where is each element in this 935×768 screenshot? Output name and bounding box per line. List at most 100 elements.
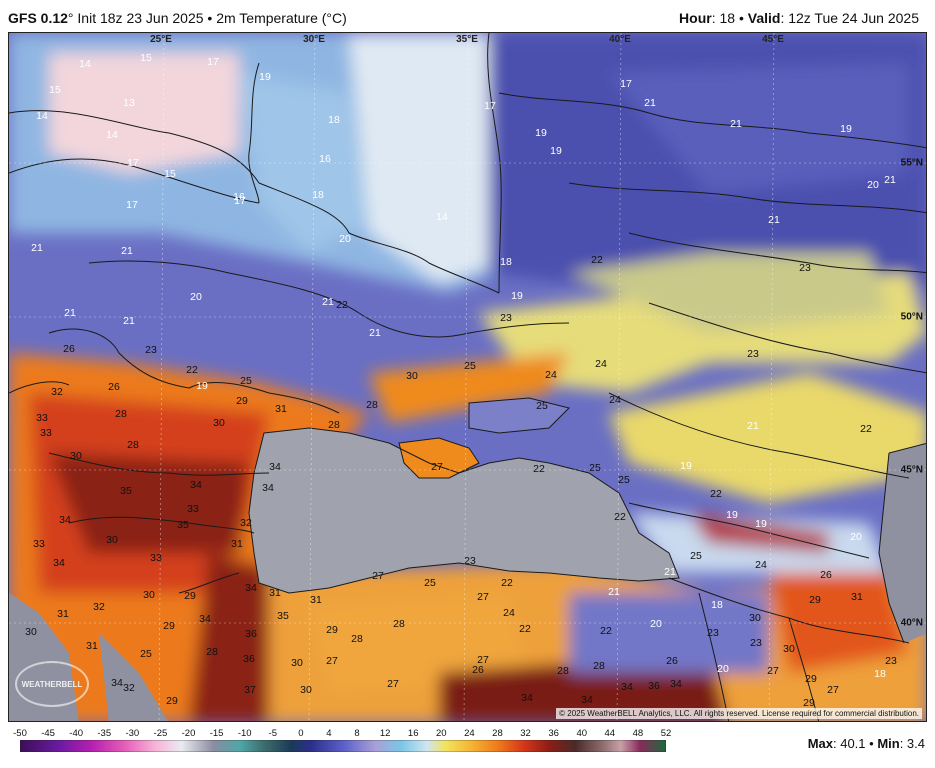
temp-label: 23 (707, 627, 719, 639)
temp-label: 23 (747, 348, 759, 360)
temp-label: 27 (326, 655, 338, 667)
temp-label: 30 (291, 657, 303, 669)
temp-label: 34 (199, 613, 211, 625)
temp-label: 22 (710, 488, 722, 500)
lon-label: 30°E (303, 34, 325, 45)
temp-label: 30 (70, 450, 82, 462)
temp-label: 26 (472, 664, 484, 676)
valid-label: Valid (747, 10, 781, 26)
temp-label: 19 (755, 518, 767, 530)
temp-label: 32 (123, 682, 135, 694)
colorbar-tick: 52 (660, 728, 672, 739)
temp-label: 19 (259, 71, 271, 83)
temp-label: 30 (749, 612, 761, 624)
colorbar-tick: 24 (464, 728, 475, 739)
temp-label: 25 (140, 648, 152, 660)
temp-label: 20 (650, 618, 662, 630)
temp-label: 19 (550, 145, 562, 157)
temp-label: 32 (93, 601, 105, 613)
colorbar-tick: -15 (209, 728, 224, 739)
temperature-map[interactable]: 25°E 30°E 35°E 40°E 45°E 55°N 50°N 45°N … (8, 32, 927, 722)
lon-label: 45°E (762, 34, 784, 45)
temp-label: 26 (63, 343, 75, 355)
temp-label: 29 (184, 590, 196, 602)
temp-label: 22 (860, 423, 872, 435)
graticule (9, 33, 926, 721)
temp-label: 27 (477, 654, 489, 666)
temp-label: 28 (593, 660, 605, 672)
temp-label: 28 (328, 419, 340, 431)
colorbar-tick: 0 (298, 728, 304, 739)
temp-label: 24 (755, 559, 767, 571)
temp-label: 18 (874, 668, 886, 680)
temp-label: 13 (123, 97, 135, 109)
temp-label: 29 (236, 395, 248, 407)
temp-label: 25 (618, 474, 630, 486)
temp-label: 31 (86, 640, 98, 652)
temp-label: 31 (851, 591, 863, 603)
borders (9, 33, 926, 721)
valid-time: Hour: 18 • Valid: 12z Tue 24 Jun 2025 (679, 10, 919, 26)
temp-label: 19 (196, 380, 208, 392)
temp-label: 29 (803, 697, 815, 709)
temp-label: 16 (319, 153, 331, 165)
degree-sign: ° (67, 10, 74, 26)
temp-label: 24 (609, 394, 621, 406)
temp-label: 21 (322, 296, 334, 308)
temp-label: 26 (666, 655, 678, 667)
colorbar-tick: 48 (632, 728, 644, 739)
lon-label: 40°E (609, 34, 631, 45)
colorbar (20, 740, 666, 752)
temp-label: 30 (25, 626, 37, 638)
temp-label: 17 (620, 78, 632, 90)
temp-label: 31 (310, 594, 322, 606)
temp-label: 20 (850, 531, 862, 543)
temp-label: 35 (277, 610, 289, 622)
temp-label: 21 (608, 586, 620, 598)
temp-label: 21 (369, 327, 381, 339)
temp-label: 36 (648, 680, 660, 692)
temp-label: 24 (503, 607, 515, 619)
temp-label: 21 (644, 97, 656, 109)
temp-label: 33 (187, 503, 199, 515)
logo-text: WEATHERBELL (21, 679, 83, 689)
temp-label: 31 (275, 403, 287, 415)
colorbar-tick: -10 (237, 728, 252, 739)
temp-label: 30 (106, 534, 118, 546)
temp-label: 25 (424, 577, 436, 589)
colorbar-tick: -20 (181, 728, 196, 739)
seas (9, 398, 926, 721)
colorbar-tick: -45 (41, 728, 55, 739)
temp-label: 15 (140, 52, 152, 64)
temperature-blobs (9, 33, 926, 721)
temp-label: 35 (177, 519, 189, 531)
temp-label: 18 (711, 599, 723, 611)
temp-label: 34 (190, 479, 202, 491)
temp-label: 29 (166, 695, 178, 707)
temp-label: 17 (484, 100, 496, 112)
temp-label: 21 (747, 420, 759, 432)
colorbar-tick: 16 (407, 728, 419, 739)
temp-label: 35 (120, 485, 132, 497)
colorbar-tick: 40 (576, 728, 588, 739)
min-label: Min (877, 736, 900, 751)
temp-label: 24 (595, 358, 607, 370)
temp-label: 20 (867, 179, 879, 191)
header: GFS 0.12° Init 18z 23 Jun 2025 • 2m Temp… (0, 0, 935, 32)
temp-label: 22 (533, 463, 545, 475)
temp-label: 20 (190, 291, 202, 303)
temp-label: 28 (557, 665, 569, 677)
temp-label: 15 (49, 84, 61, 96)
temp-label: 14 (79, 58, 91, 70)
init-text: Init 18z 23 Jun 2025 • 2m Temperature (°… (77, 10, 347, 26)
colorbar-tick: 28 (492, 728, 503, 739)
temp-label: 27 (431, 461, 443, 473)
temp-label: 19 (535, 127, 547, 139)
temp-label: 18 (312, 189, 324, 201)
temp-label: 27 (767, 665, 779, 677)
temp-label: 14 (106, 129, 118, 141)
colorbar-tick: -50 (13, 728, 27, 739)
temp-label: 21 (768, 214, 780, 226)
temp-label: 15 (164, 168, 176, 180)
temp-label: 21 (123, 315, 135, 327)
